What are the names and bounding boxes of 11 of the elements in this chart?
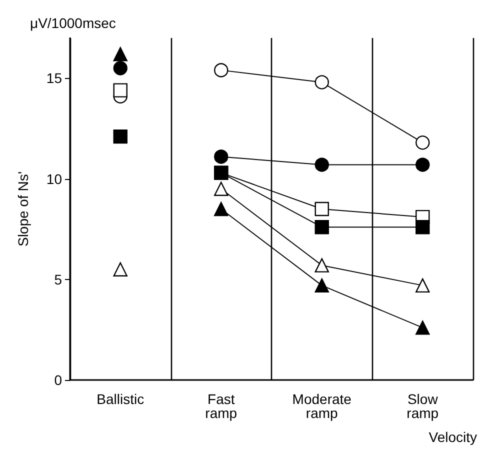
y-tick-label: 0 xyxy=(54,372,62,388)
x-tick-label: Slow ramp xyxy=(406,391,439,421)
y-tick-label: 10 xyxy=(46,170,62,187)
x-axis-title: Velocity xyxy=(428,429,477,445)
x-tick-label: Moderate ramp xyxy=(292,391,352,421)
y-tick-label: 15 xyxy=(46,70,62,86)
x-tick-label: Fast ramp xyxy=(205,391,238,421)
x-tick-label: Ballistic xyxy=(96,391,144,407)
y-axis-title: Slope of Ns' xyxy=(15,171,31,247)
text: μV/1000msec xyxy=(30,15,116,31)
y-tick-label: 5 xyxy=(54,271,62,288)
